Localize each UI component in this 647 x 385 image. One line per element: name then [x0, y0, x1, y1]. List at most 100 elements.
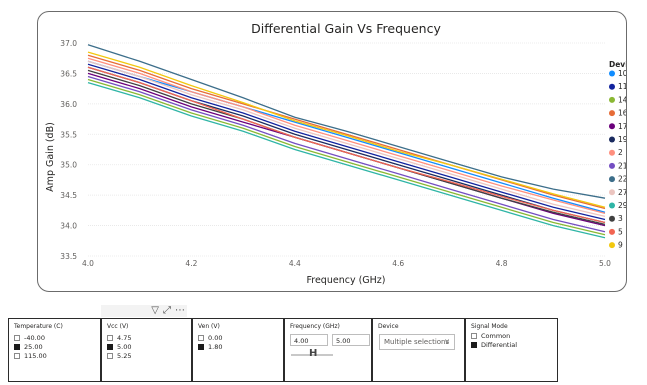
series-line-22[interactable]	[87, 44, 606, 199]
line-chart: Differential Gain Vs Frequency 33.534.03…	[45, 21, 626, 286]
option-label: 1.80	[208, 343, 223, 351]
option-label: 0.00	[208, 334, 223, 342]
chevron-down-icon: ∨	[444, 337, 450, 346]
legend-item-10[interactable]: 10	[609, 69, 626, 78]
focus-mode-icon[interactable]: ⤢	[163, 305, 171, 316]
signal-mode-option-common[interactable]: Common	[471, 332, 510, 340]
checkbox[interactable]	[107, 344, 113, 350]
y-axis-ticks: 33.5 34.0 34.5 35.0 35.5 36.0 36.5 37.0	[60, 39, 77, 261]
x-tick-label: 4.0	[82, 259, 94, 268]
filter-icon[interactable]: ▽	[151, 305, 159, 316]
ven-option-1-80[interactable]: 1.80	[198, 343, 222, 351]
legend-item-29[interactable]: 29	[609, 201, 626, 210]
legend-marker	[609, 96, 615, 103]
x-tick-label: 4.6	[392, 259, 404, 268]
legend-item-17[interactable]: 17	[609, 122, 626, 131]
legend-item-11[interactable]: 11	[609, 82, 626, 91]
y-axis-label: Amp Gain (dB)	[45, 122, 56, 192]
slicer-title: Ven (V)	[198, 323, 220, 330]
legend-item-19[interactable]: 19	[609, 135, 626, 144]
x-axis-label: Frequency (GHz)	[306, 275, 385, 286]
legend-marker	[609, 176, 615, 183]
checkbox[interactable]	[107, 335, 113, 341]
option-label: -40.00	[24, 334, 45, 342]
series-line-11[interactable]	[87, 63, 606, 221]
temperature-option-115[interactable]: 115.00	[14, 352, 47, 360]
chart-legend[interactable]: 10 11 14 16 17 19 2 21 22 27 29 3 5 9	[609, 69, 626, 250]
signal-mode-option-differential[interactable]: Differential	[471, 341, 517, 349]
legend-item-21[interactable]: 21	[609, 161, 626, 170]
series-line-2[interactable]	[87, 57, 606, 215]
y-tick-label: 35.5	[60, 130, 77, 139]
checkbox[interactable]	[198, 335, 204, 341]
legend-item-22[interactable]: 22	[609, 175, 626, 184]
checkbox[interactable]	[471, 333, 477, 339]
dropdown-value: Multiple selections	[384, 338, 450, 346]
y-tick-label: 34.5	[60, 191, 77, 200]
frequency-max-input[interactable]: 5.00	[332, 334, 370, 346]
legend-marker	[609, 162, 615, 169]
x-tick-label: 4.4	[289, 259, 301, 268]
series-line-14[interactable]	[87, 78, 606, 236]
legend-marker	[609, 228, 615, 235]
series-line-27[interactable]	[87, 60, 606, 218]
vcc-option-5-25[interactable]: 5.25	[107, 352, 131, 360]
x-axis-ticks: 4.0 4.2 4.4 4.6 4.8 5.0	[82, 259, 611, 268]
checkbox[interactable]	[107, 353, 113, 359]
x-tick-label: 4.2	[185, 259, 197, 268]
vcc-option-5-00[interactable]: 5.00	[107, 343, 131, 351]
legend-item-27[interactable]: 27	[609, 188, 626, 197]
checkbox[interactable]	[14, 335, 20, 341]
legend-item-14[interactable]: 14	[609, 95, 626, 104]
frequency-slider-handle[interactable]: H	[309, 348, 318, 359]
temperature-slicer: Temperature (C) -40.00 25.00 115.00	[8, 318, 101, 382]
legend-marker	[609, 242, 615, 249]
series-line-29[interactable]	[87, 81, 606, 239]
ven-option-0-00[interactable]: 0.00	[198, 334, 222, 342]
legend-marker	[609, 149, 615, 156]
checkbox[interactable]	[198, 344, 204, 350]
x-tick-label: 4.8	[496, 259, 508, 268]
legend-marker	[609, 110, 615, 117]
legend-marker	[609, 202, 615, 209]
legend-item-9[interactable]: 9	[609, 241, 623, 250]
series-line-21[interactable]	[87, 75, 606, 233]
frequency-min-input[interactable]: 4.00	[290, 334, 328, 346]
legend-marker	[609, 136, 615, 143]
series-line-9[interactable]	[87, 51, 606, 208]
visual-header: ▽ ⤢ ⋯	[101, 305, 187, 317]
legend-label: 9	[618, 241, 623, 250]
device-dropdown[interactable]: Multiple selections ∨	[379, 334, 455, 350]
series-line-3[interactable]	[87, 69, 606, 226]
more-options-icon[interactable]: ⋯	[175, 305, 185, 316]
y-tick-label: 36.5	[60, 69, 77, 78]
legend-item-2[interactable]: 2	[609, 148, 623, 157]
series-line-16[interactable]	[87, 54, 606, 210]
slicer-title: Temperature (C)	[14, 323, 63, 330]
option-label: 5.25	[117, 352, 132, 360]
option-label: 25.00	[24, 343, 43, 351]
chart-title: Differential Gain Vs Frequency	[251, 21, 441, 36]
temperature-option-25[interactable]: 25.00	[14, 343, 43, 351]
series-line-5[interactable]	[87, 66, 606, 224]
series-line-10[interactable]	[87, 60, 606, 213]
frequency-slider-track[interactable]	[291, 354, 333, 356]
signal-mode-slicer: Signal Mode Common Differential	[465, 318, 558, 382]
checkbox[interactable]	[14, 353, 20, 359]
slicer-title: Signal Mode	[471, 323, 508, 330]
legend-label: 27	[618, 188, 626, 197]
option-label: 5.00	[117, 343, 132, 351]
frequency-slicer: Frequency (GHz) 4.00 5.00 H	[284, 318, 372, 382]
checkbox[interactable]	[471, 342, 477, 348]
legend-item-3[interactable]: 3	[609, 214, 623, 223]
legend-item-5[interactable]: 5	[609, 227, 623, 236]
slicer-title: Device	[378, 323, 399, 330]
checkbox[interactable]	[14, 344, 20, 350]
legend-marker	[609, 215, 615, 222]
temperature-option-minus40[interactable]: -40.00	[14, 334, 45, 342]
vcc-option-4-75[interactable]: 4.75	[107, 334, 131, 342]
legend-item-16[interactable]: 16	[609, 109, 626, 118]
legend-marker	[609, 70, 615, 77]
legend-label: 29	[618, 201, 626, 210]
x-tick-label: 5.0	[599, 259, 611, 268]
